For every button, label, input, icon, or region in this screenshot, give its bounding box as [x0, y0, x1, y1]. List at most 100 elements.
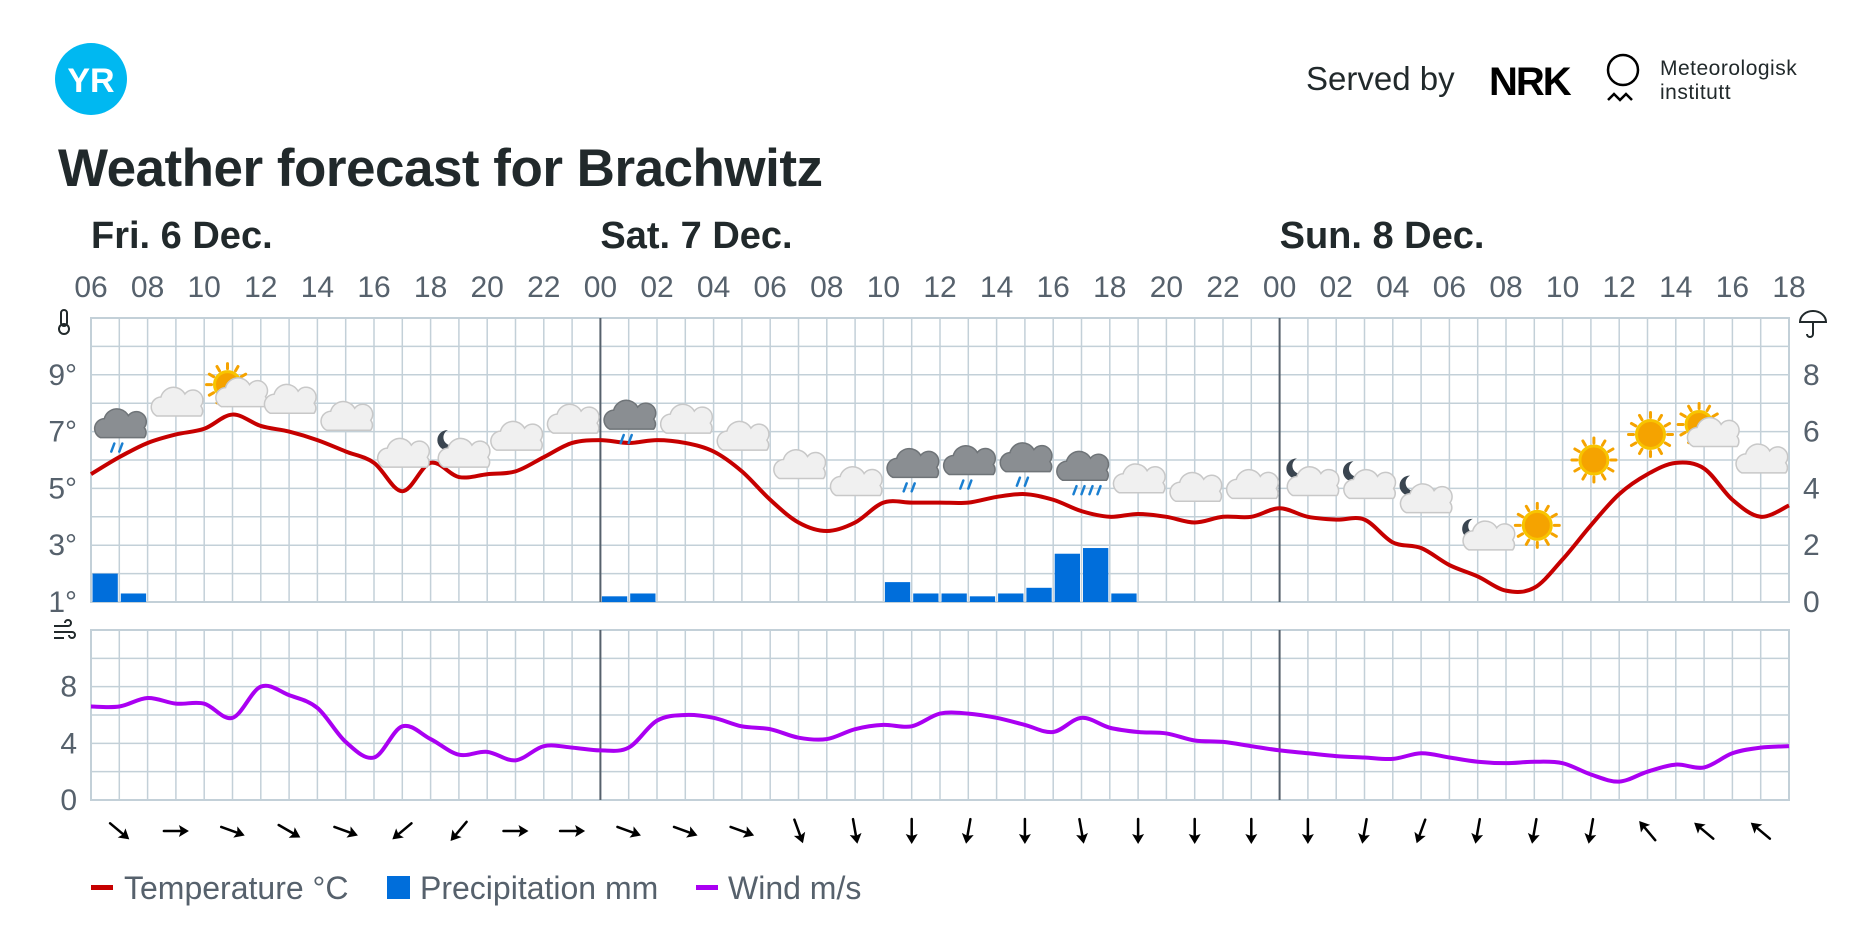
cloud-icon [376, 437, 430, 468]
x-tick-label: 06 [74, 271, 107, 304]
wind-direction-arrow [1694, 822, 1715, 840]
yr-logo-icon[interactable] [55, 43, 127, 115]
wind-direction-arrow [1527, 817, 1540, 844]
precip-y-tick: 8 [1803, 359, 1820, 392]
wind-direction-arrow [1301, 817, 1314, 844]
precipitation-bar [969, 596, 996, 602]
cloud-icon [1169, 471, 1223, 502]
precipitation-bar [601, 596, 628, 602]
cloud-icon [716, 420, 770, 451]
met-institute-name[interactable]: Meteorologisk institutt [1660, 57, 1797, 105]
cloud-icon [490, 420, 544, 451]
x-tick-label: 02 [640, 271, 673, 304]
temp-y-tick: 5° [48, 472, 77, 505]
precipitation-bar [630, 593, 656, 602]
precipitation-bar [998, 593, 1024, 602]
sun-icon [1513, 501, 1561, 549]
precipitation-bar [884, 582, 911, 602]
wind-direction-arrow [1471, 817, 1484, 844]
rain-cloud-icon [999, 442, 1053, 487]
x-tick-label: 00 [584, 271, 617, 304]
x-tick-label: 14 [1659, 271, 1692, 304]
precip-y-tick: 2 [1803, 529, 1820, 562]
precip-y-tick: 0 [1803, 586, 1820, 619]
x-tick-label: 02 [1320, 271, 1353, 304]
wind-direction-arrow [729, 825, 755, 838]
x-tick-label: 12 [923, 271, 956, 304]
precipitation-bar [1054, 553, 1080, 602]
precip-y-tick: 4 [1803, 472, 1820, 505]
cloud-icon [263, 383, 317, 414]
wind-direction-arrow [277, 823, 301, 838]
wind-direction-arrow [961, 817, 974, 844]
night-cloud-icon [1342, 461, 1397, 500]
precipitation-bar [92, 573, 118, 602]
x-tick-label: 04 [1376, 271, 1409, 304]
wind-direction-arrow [849, 817, 862, 844]
cloud-icon [829, 466, 883, 497]
temp-y-tick: 1° [48, 586, 77, 619]
x-tick-label: 10 [1546, 271, 1579, 304]
x-tick-label: 22 [1206, 271, 1239, 304]
day-label: Sat. 7 Dec. [600, 215, 792, 257]
wind-direction-arrow [333, 825, 358, 838]
x-tick-label: 04 [697, 271, 730, 304]
wind-icon [54, 619, 76, 639]
wind-direction-arrow [108, 822, 130, 840]
night-cloud-icon [1399, 475, 1453, 514]
cloud-icon [320, 400, 374, 431]
rain-cloud-icon [886, 447, 940, 493]
wind-direction-arrow [1076, 817, 1088, 844]
legend-temperature-swatch [91, 885, 113, 890]
legend-temperature-label: Temperature °C [124, 870, 348, 906]
wind-direction-arrow [219, 825, 245, 838]
night-cloud-icon [1286, 458, 1340, 497]
x-tick-label: 10 [867, 271, 900, 304]
x-tick-label: 20 [471, 271, 504, 304]
nrk-logo-icon[interactable]: NRK [1489, 60, 1574, 104]
wind-direction-arrow [1188, 817, 1201, 844]
rain-cloud-icon [942, 445, 996, 490]
wind-direction-arrow [616, 825, 641, 838]
precipitation-bar [1083, 548, 1109, 602]
rain-cloud-icon [1056, 450, 1110, 496]
legend-precipitation-label: Precipitation mm [420, 870, 658, 906]
partly-sunny-icon [205, 362, 269, 408]
precipitation-bar [913, 593, 939, 602]
sun-icon [1570, 436, 1618, 484]
wind-y-tick: 4 [60, 727, 77, 760]
x-tick-label: 18 [1772, 271, 1805, 304]
legend-precipitation-swatch [387, 876, 410, 899]
precipitation-bar [941, 593, 967, 602]
x-tick-label: 06 [754, 271, 787, 304]
wind-direction-arrow [162, 825, 189, 837]
x-tick-label: 18 [1093, 271, 1126, 304]
x-tick-label: 14 [301, 271, 334, 304]
rain-cloud-icon [603, 399, 657, 445]
temp-y-tick: 9° [48, 359, 77, 392]
met-line-2: institutt [1660, 81, 1732, 104]
x-tick-label: 12 [244, 271, 277, 304]
x-tick-label: 12 [1603, 271, 1636, 304]
night-partly-icon [1462, 518, 1516, 551]
met-line-1: Meteorologisk [1660, 57, 1798, 80]
wind-y-tick: 0 [60, 784, 77, 817]
temp-y-tick: 3° [48, 529, 77, 562]
cloud-icon [659, 403, 713, 434]
wind-direction-arrow [558, 825, 586, 837]
temp-y-tick: 7° [48, 416, 77, 449]
wind-y-tick: 8 [60, 671, 77, 704]
precipitation-bar [1111, 593, 1137, 602]
wind-direction-arrow [1132, 817, 1145, 844]
met-logo-icon[interactable] [1606, 53, 1640, 102]
wind-direction-arrow [1245, 817, 1258, 844]
page-title: Weather forecast for Brachwitz [58, 139, 823, 198]
temperature-line [89, 412, 1790, 594]
cloud-icon [773, 449, 827, 480]
wind-direction-arrow [1358, 817, 1370, 844]
x-tick-label: 00 [1263, 271, 1296, 304]
cloud-icon [546, 403, 600, 434]
cloud-icon [1735, 443, 1789, 474]
x-tick-label: 08 [1489, 271, 1522, 304]
cloud-icon [1112, 463, 1166, 494]
